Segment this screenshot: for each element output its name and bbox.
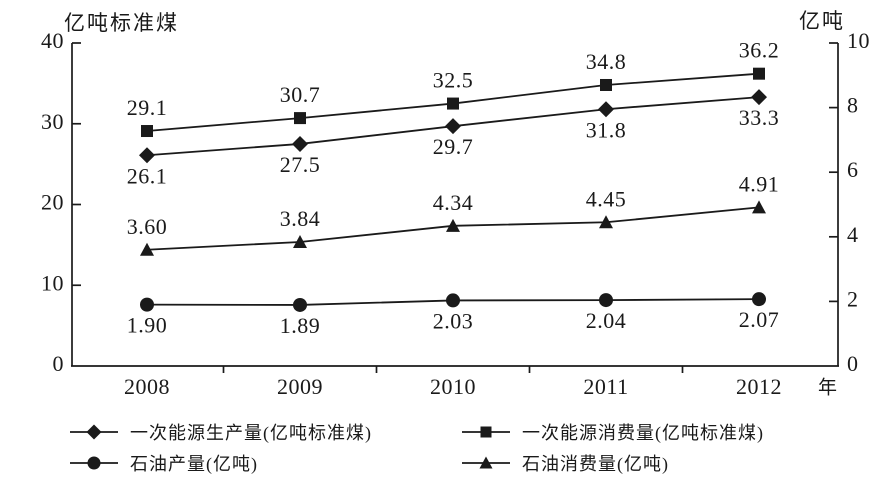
x-axis-year-label: 2010 <box>430 374 476 399</box>
data-point-diamond-2009 <box>292 135 308 152</box>
data-point-circle-2010 <box>446 293 460 308</box>
point-label: 2.07 <box>739 307 780 332</box>
point-label: 4.34 <box>433 190 474 215</box>
data-point-square-2010 <box>447 97 459 110</box>
point-label: 4.91 <box>739 171 780 196</box>
point-label: 4.45 <box>586 186 627 211</box>
data-point-circle-2008 <box>140 297 154 312</box>
data-point-circle-2009 <box>293 297 307 312</box>
point-label: 1.89 <box>280 313 321 338</box>
right-axis-tick-label: 4 <box>847 222 859 247</box>
x-axis-year-label: 2009 <box>277 374 323 399</box>
data-point-triangle-2009 <box>293 234 307 248</box>
point-label: 29.1 <box>127 95 168 120</box>
right-axis-title: 亿吨 <box>799 9 845 33</box>
data-point-diamond-2010 <box>445 118 461 135</box>
right-axis-tick-label: 8 <box>847 93 859 118</box>
data-point-diamond-2011 <box>598 101 614 118</box>
data-point-square-2009 <box>294 112 306 125</box>
data-point-diamond-2012 <box>751 89 767 106</box>
x-axis-year-label: 2012 <box>736 374 782 399</box>
left-axis-tick-label: 20 <box>41 190 64 215</box>
x-axis-year-label: 2008 <box>124 374 170 399</box>
data-point-square-2008 <box>141 125 153 138</box>
point-label: 29.7 <box>433 134 474 159</box>
point-label: 1.90 <box>127 313 168 338</box>
right-axis-tick-label: 6 <box>847 157 859 182</box>
x-axis-year-label: 2011 <box>583 374 628 399</box>
point-label: 36.2 <box>739 38 780 63</box>
data-point-triangle-2008 <box>140 242 154 256</box>
data-point-circle-2011 <box>599 293 613 308</box>
data-point-square-2011 <box>600 78 612 91</box>
point-label: 32.5 <box>433 68 474 93</box>
point-label: 30.7 <box>280 82 321 107</box>
data-point-triangle-2011 <box>599 215 613 229</box>
right-axis-tick-label: 0 <box>847 351 859 376</box>
point-label: 34.8 <box>586 49 627 74</box>
left-axis-title: 亿吨标准煤 <box>64 11 179 35</box>
x-axis-unit-label: 年 <box>818 376 838 398</box>
data-point-square-2012 <box>753 67 765 80</box>
point-label: 33.3 <box>739 105 780 130</box>
left-axis-tick-label: 30 <box>41 109 64 134</box>
data-point-circle-2012 <box>752 292 766 307</box>
data-point-triangle-2010 <box>446 218 460 232</box>
point-label: 3.84 <box>280 206 321 231</box>
point-label: 26.1 <box>127 163 168 188</box>
point-label: 2.04 <box>586 308 627 333</box>
left-axis-tick-label: 40 <box>41 28 64 53</box>
right-axis-tick-label: 2 <box>847 286 859 311</box>
point-label: 2.03 <box>433 308 474 333</box>
right-axis-tick-label: 10 <box>847 28 870 53</box>
left-axis-tick-label: 10 <box>41 270 64 295</box>
point-label: 3.60 <box>127 214 168 239</box>
data-point-diamond-2008 <box>139 147 155 164</box>
point-label: 31.8 <box>586 117 627 142</box>
data-point-triangle-2012 <box>752 200 766 214</box>
point-label: 27.5 <box>280 152 321 177</box>
left-axis-tick-label: 0 <box>53 351 65 376</box>
